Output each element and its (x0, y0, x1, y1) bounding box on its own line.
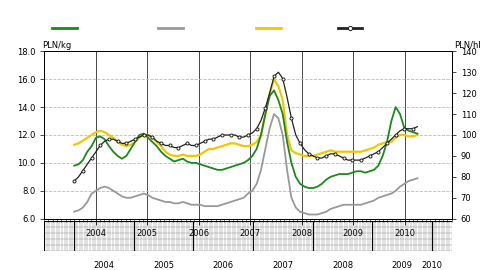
Text: 2008: 2008 (332, 261, 353, 270)
Text: PLN/hl: PLN/hl (454, 41, 481, 50)
Text: 2007: 2007 (273, 261, 294, 270)
Text: PLN/kg: PLN/kg (42, 41, 71, 50)
Text: 2010: 2010 (422, 261, 442, 270)
Text: cena skupu (prawa oś): cena skupu (prawa oś) (370, 23, 457, 33)
Text: OMP: OMP (191, 24, 208, 33)
Text: ser Edamski: ser Edamski (289, 24, 335, 33)
Text: 2009: 2009 (392, 261, 413, 270)
Text: masło w blokach: masło w blokach (85, 24, 149, 33)
Text: 2004: 2004 (93, 261, 114, 270)
Text: 2006: 2006 (213, 261, 234, 270)
Text: 2005: 2005 (153, 261, 174, 270)
